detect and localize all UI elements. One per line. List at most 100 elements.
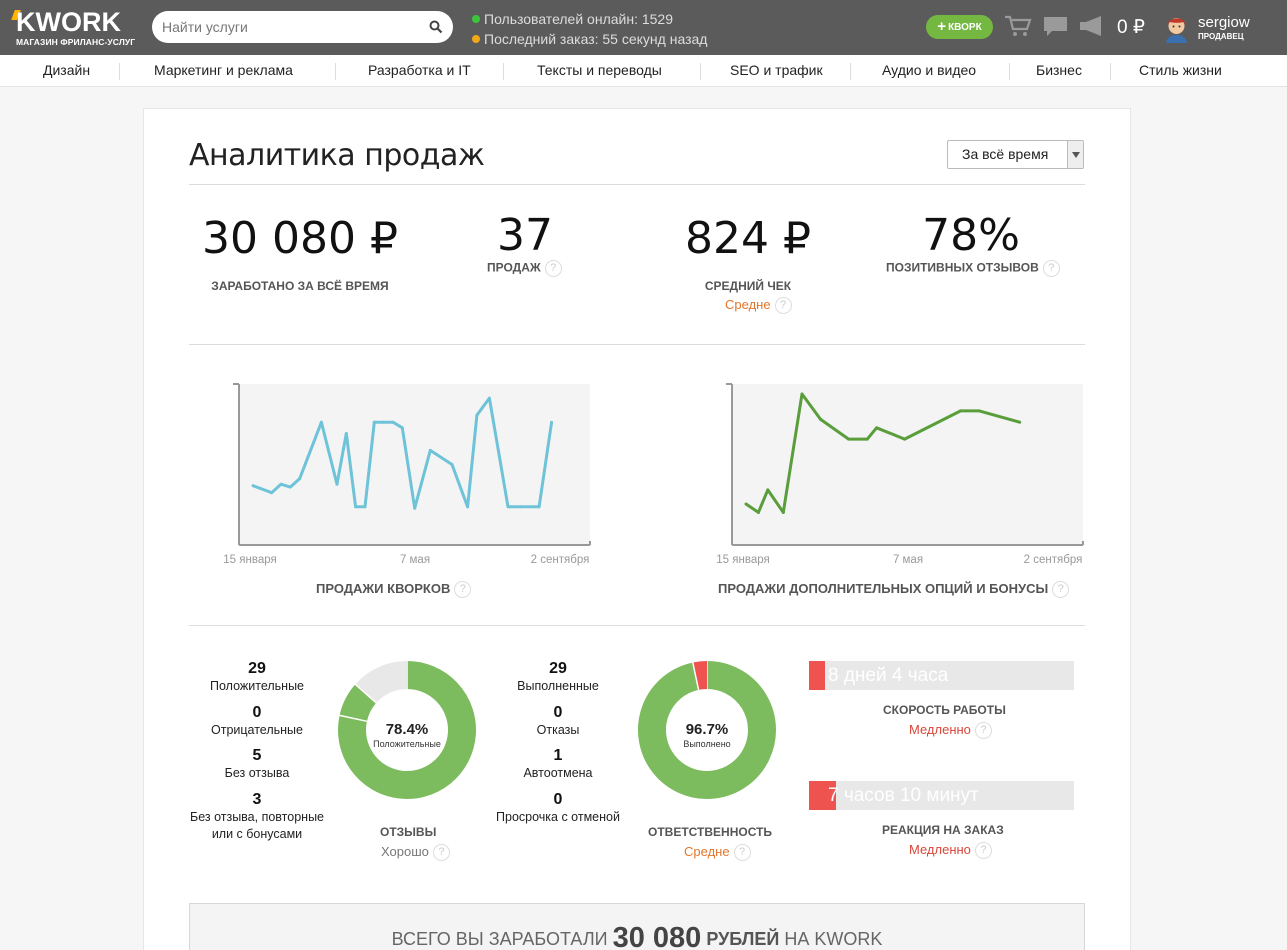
responsibility-donut: 96.7%Выполнено <box>638 661 776 799</box>
help-icon[interactable]: ? <box>1052 581 1070 599</box>
x-tick-label: 15 января <box>223 554 276 566</box>
search-box <box>152 11 453 43</box>
earned-value: 30 080 ₽ <box>202 213 398 264</box>
total-earned-text: ВСЕГО ВЫ ЗАРАБОТАЛИ 30 080 РУБЛЕЙ НА KWO… <box>190 922 1084 950</box>
data-point <box>363 505 367 509</box>
reviews-none-label: Без отзыва <box>224 766 290 780</box>
data-point <box>335 482 339 486</box>
x-tick-label: 2 сентября <box>531 554 590 566</box>
category-lifestyle[interactable]: Стиль жизни <box>1139 62 1222 78</box>
reviews-rating: Хорошо <box>381 844 429 859</box>
megaphone-icon[interactable] <box>1078 15 1106 37</box>
create-kwork-button[interactable]: + КВОРК <box>926 15 993 39</box>
data-point <box>875 426 879 430</box>
kwork-sales-chart: 15 января 7 мая 2 сентября <box>223 383 591 566</box>
period-select[interactable]: За всё время <box>947 140 1084 169</box>
speed-rating: Медленно <box>909 722 971 737</box>
orders-autocancel-count: 1 <box>553 747 563 764</box>
reviews-positive-count: 29 <box>248 660 266 677</box>
slice-separator <box>339 714 368 723</box>
data-point <box>382 420 386 424</box>
reviews-title: ОТЗЫВЫ <box>380 825 437 839</box>
data-point <box>756 510 760 514</box>
data-point <box>487 396 491 400</box>
orders-refused-label: Отказы <box>536 723 580 737</box>
category-nav: Дизайн Маркетинг и реклама Разработка и … <box>0 55 1287 87</box>
data-point <box>865 437 869 441</box>
user-role: ПРОДАВЕЦ <box>1198 32 1244 41</box>
total-amount: 30 080 <box>612 922 702 950</box>
online-status: Пользователей онлайн: 1529 Последний зак… <box>472 9 707 49</box>
category-seo[interactable]: SEO и трафик <box>730 62 823 78</box>
help-icon[interactable]: ? <box>974 722 992 740</box>
total-earned-banner: ВСЕГО ВЫ ЗАРАБОТАЛИ 30 080 РУБЛЕЙ НА KWO… <box>189 903 1085 950</box>
data-point <box>819 417 823 421</box>
orders-overdue-label: Просрочка с отменой <box>496 810 620 824</box>
help-icon[interactable]: ? <box>974 842 992 860</box>
donut-center-value: 96.7% <box>686 721 729 738</box>
options-sales-title-row: ПРОДАЖИ ДОПОЛНИТЕЛЬНЫХ ОПЦИЙ И БОНУСЫ? <box>718 581 1070 599</box>
options-sales-title: ПРОДАЖИ ДОПОЛНИТЕЛЬНЫХ ОПЦИЙ И БОНУСЫ <box>718 581 1049 596</box>
help-icon[interactable]: ? <box>454 581 472 599</box>
help-icon[interactable]: ? <box>733 844 751 862</box>
data-point <box>400 426 404 430</box>
kwork-logo[interactable]: KWORK МАГАЗИН ФРИЛАНС-УСЛУГ <box>11 8 141 50</box>
category-design[interactable]: Дизайн <box>43 62 91 78</box>
category-separator <box>1110 63 1111 80</box>
username[interactable]: sergiow <box>1198 14 1250 31</box>
x-tick-label: 2 сентября <box>1024 554 1083 566</box>
data-point <box>766 488 770 492</box>
sales-label: ПРОДАЖ <box>487 260 541 275</box>
x-tick-label: 7 мая <box>893 554 923 566</box>
top-bar: KWORK МАГАЗИН ФРИЛАНС-УСЛУГ Пользователе… <box>0 0 1287 55</box>
category-separator <box>850 63 851 80</box>
logo-tagline: МАГАЗИН ФРИЛАНС-УСЛУГ <box>16 37 136 47</box>
reviews-negative-count: 0 <box>252 704 262 721</box>
kwork-sales-title-row: ПРОДАЖИ КВОРКОВ? <box>316 581 472 599</box>
messages-icon[interactable] <box>1043 16 1068 38</box>
data-point <box>428 448 432 452</box>
category-development[interactable]: Разработка и IT <box>368 62 471 78</box>
category-business[interactable]: Бизнес <box>1036 62 1082 78</box>
responsibility-rating-row: Средне? <box>684 844 751 862</box>
divider <box>189 625 1085 626</box>
data-point <box>298 477 302 481</box>
data-point <box>959 409 963 413</box>
data-point <box>279 482 283 486</box>
options-sales-chart: 15 января 7 мая 2 сентября <box>716 383 1084 566</box>
reviews-none: 5 Без отзыва <box>177 747 337 782</box>
reviews-other: 3 Без отзыва, повторные или с бонусами <box>177 791 337 843</box>
cart-icon[interactable] <box>1004 14 1032 38</box>
data-point <box>413 506 417 510</box>
data-point <box>288 485 292 489</box>
donut-center-label: Положительные <box>373 739 441 749</box>
avg-check-rating-row: Средне? <box>725 297 792 315</box>
orders-completed: 29 Выполненные <box>478 660 638 695</box>
data-point <box>744 502 748 506</box>
category-marketing[interactable]: Маркетинг и реклама <box>154 62 293 78</box>
positive-label: ПОЗИТИВНЫХ ОТЗЫВОВ <box>886 260 1039 275</box>
slice-separator <box>354 683 377 704</box>
reviews-donut: 78.4%Положительные <box>338 661 476 799</box>
search-input[interactable] <box>162 17 422 37</box>
speed-bar: 8 дней 4 часа <box>809 661 1074 690</box>
earned-label: ЗАРАБОТАНО ЗА ВСЁ ВРЕМЯ <box>211 279 389 293</box>
help-icon[interactable]: ? <box>774 297 792 315</box>
data-point <box>372 420 376 424</box>
search-icon[interactable] <box>429 20 443 34</box>
balance[interactable]: 0 ₽ <box>1117 17 1145 38</box>
create-kwork-label: КВОРК <box>948 22 982 33</box>
orders-completed-label: Выполненные <box>517 679 599 693</box>
category-separator <box>700 63 701 80</box>
data-point <box>450 463 454 466</box>
chevron-down-icon <box>1067 141 1083 168</box>
last-order-dot <box>472 35 480 43</box>
category-texts[interactable]: Тексты и переводы <box>537 62 662 78</box>
category-audio-video[interactable]: Аудио и видео <box>882 62 977 78</box>
orders-refused-count: 0 <box>553 704 563 721</box>
help-icon[interactable]: ? <box>1042 260 1060 277</box>
help-icon[interactable]: ? <box>432 844 450 862</box>
positive-value: 78% <box>922 210 1020 261</box>
avatar[interactable] <box>1163 13 1190 43</box>
help-icon[interactable]: ? <box>544 260 562 277</box>
